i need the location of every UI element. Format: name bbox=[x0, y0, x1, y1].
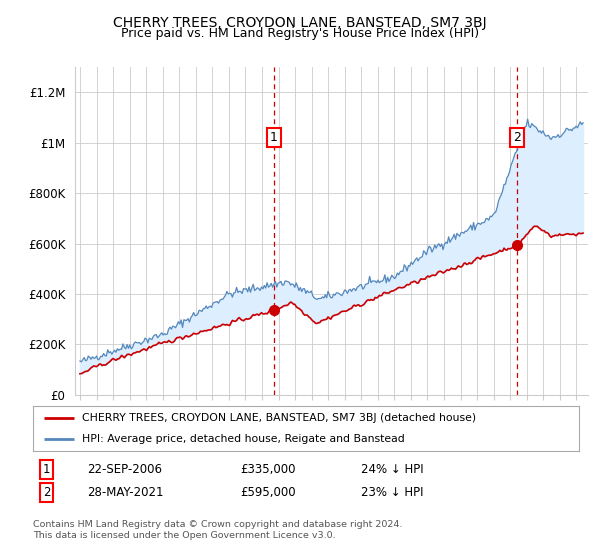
Text: 1: 1 bbox=[270, 131, 278, 144]
Text: 2: 2 bbox=[43, 486, 50, 499]
Text: 2: 2 bbox=[513, 131, 521, 144]
Text: £595,000: £595,000 bbox=[241, 486, 296, 499]
Text: HPI: Average price, detached house, Reigate and Banstead: HPI: Average price, detached house, Reig… bbox=[82, 433, 405, 444]
Text: 24% ↓ HPI: 24% ↓ HPI bbox=[361, 463, 423, 476]
Text: CHERRY TREES, CROYDON LANE, BANSTEAD, SM7 3BJ (detached house): CHERRY TREES, CROYDON LANE, BANSTEAD, SM… bbox=[82, 413, 476, 423]
Text: 22-SEP-2006: 22-SEP-2006 bbox=[88, 463, 163, 476]
Text: Price paid vs. HM Land Registry's House Price Index (HPI): Price paid vs. HM Land Registry's House … bbox=[121, 27, 479, 40]
Text: 23% ↓ HPI: 23% ↓ HPI bbox=[361, 486, 423, 499]
Text: CHERRY TREES, CROYDON LANE, BANSTEAD, SM7 3BJ: CHERRY TREES, CROYDON LANE, BANSTEAD, SM… bbox=[113, 16, 487, 30]
Text: 28-MAY-2021: 28-MAY-2021 bbox=[88, 486, 164, 499]
Text: £335,000: £335,000 bbox=[241, 463, 296, 476]
Text: Contains HM Land Registry data © Crown copyright and database right 2024.
This d: Contains HM Land Registry data © Crown c… bbox=[33, 520, 403, 540]
Text: 1: 1 bbox=[43, 463, 50, 476]
